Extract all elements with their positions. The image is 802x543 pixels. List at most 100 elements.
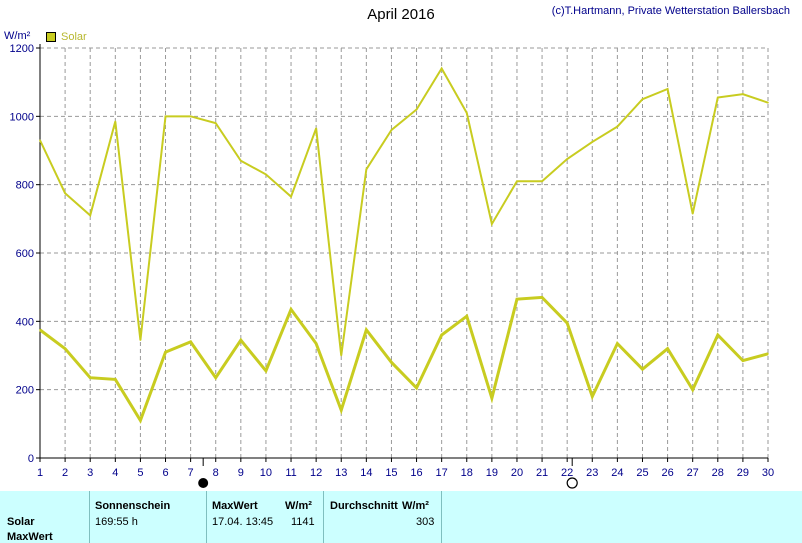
max-header: MaxWert [212,500,258,512]
y-tick-label: 200 [16,385,34,397]
data-point-max [742,93,744,95]
x-tick-label: 7 [188,467,194,479]
x-tick-label: 20 [511,467,523,479]
max-value: 1141 [291,516,315,528]
x-tick-label: 8 [213,467,219,479]
data-point-mean [240,339,242,341]
x-tick-label: 30 [762,467,774,479]
data-point-max [340,354,343,357]
data-point-mean [591,395,594,398]
chart-series [39,66,769,424]
data-point-mean [566,322,568,324]
data-point-mean [64,347,66,350]
data-point-max [39,139,41,142]
data-point-max [189,115,192,118]
average-value: 303 [416,516,435,528]
x-tick-label: 23 [586,467,598,479]
x-tick-label: 15 [385,467,397,479]
data-point-mean [666,347,669,350]
summary-table: Solar MaxWert Sonnenschein 169:55 h MaxW… [0,491,802,543]
data-point-mean [691,388,694,391]
data-point-mean [616,342,619,345]
y-tick-label: 400 [16,316,34,328]
sunshine-cell: Sonnenschein 169:55 h [90,491,207,543]
data-point-max [315,127,317,130]
data-point-mean [89,376,92,379]
x-tick-label: 12 [310,467,322,479]
x-tick-label: 22 [561,467,573,479]
x-tick-label: 11 [285,467,296,479]
x-tick-label: 19 [486,467,498,479]
data-point-mean [315,342,317,345]
data-point-mean [491,397,493,400]
x-tick-label: 27 [687,467,699,479]
y-axis-ticks: 0 200 400 600 800 1000 1200 [10,43,40,465]
data-point-max [390,129,393,131]
x-tick-label: 29 [737,467,749,479]
data-point-max [114,120,117,123]
data-point-mean [214,376,217,379]
x-tick-label: 9 [238,467,244,479]
max-time: 17.04. 13:45 [212,516,274,528]
row-label-maxwert: MaxWert [7,531,53,543]
average-unit: W/m² [402,500,429,512]
copyright-text: (c)T.Hartmann, Private Wetterstation Bal… [551,5,790,17]
data-point-max [516,180,518,183]
data-point-max [139,339,142,341]
data-point-mean [541,296,543,299]
data-point-max [641,98,644,101]
data-point-max [566,158,568,160]
x-tick-label: 17 [436,467,448,479]
data-point-max [415,108,418,111]
chart-axes [39,44,768,459]
max-unit: W/m² [285,500,312,512]
series-line-mean [39,295,769,424]
y-tick-label: 600 [16,248,34,260]
x-tick-label: 13 [335,467,347,479]
data-point-max [365,168,368,171]
data-point-max [240,159,242,162]
chart-grid [40,47,769,458]
legend: Solar [46,31,87,43]
data-point-mean [365,329,368,331]
series-line-max [39,66,769,356]
x-tick-label: 21 [536,467,548,479]
x-tick-label: 2 [62,467,68,479]
data-point-mean [290,308,292,311]
data-point-mean [189,341,192,343]
legend-swatch [46,32,56,42]
y-tick-label: 1000 [10,111,34,123]
data-point-max [214,122,217,124]
x-axis-ticks: 1 2 3 4 5 6 7 8 9 10 11 12 13 14 15 16 17 18 19 20 21 22 23 24 2… [37,458,774,479]
y-axis-unit: W/m² [4,30,31,42]
data-point-max [89,214,92,217]
sunshine-header: Sonnenschein [95,500,171,512]
x-tick-label: 26 [661,467,673,479]
x-tick-label: 18 [461,467,473,479]
y-tick-label: 0 [28,453,34,465]
data-point-max [265,173,267,176]
data-point-max [64,192,66,195]
data-point-max [290,195,292,198]
data-point-max [440,67,443,70]
data-point-mean [516,298,518,300]
x-tick-label: 4 [112,467,118,479]
data-point-mean [265,370,267,372]
x-tick-label: 5 [137,467,143,479]
x-tick-label: 3 [87,467,93,479]
data-point-max [716,96,719,99]
data-point-mean [390,361,393,364]
data-point-mean [39,329,41,331]
moon-phase-markers [198,458,578,489]
y-tick-label: 1200 [10,43,34,55]
average-header: Durchschnitt [330,500,398,512]
new-moon-icon [198,478,209,488]
data-point-max [491,223,493,225]
data-point-mean [465,315,468,318]
x-tick-label: 14 [360,467,372,479]
data-point-mean [164,351,167,353]
data-point-max [767,101,769,104]
sunshine-value: 169:55 h [95,516,138,528]
row-label-solar: Solar [7,516,35,528]
